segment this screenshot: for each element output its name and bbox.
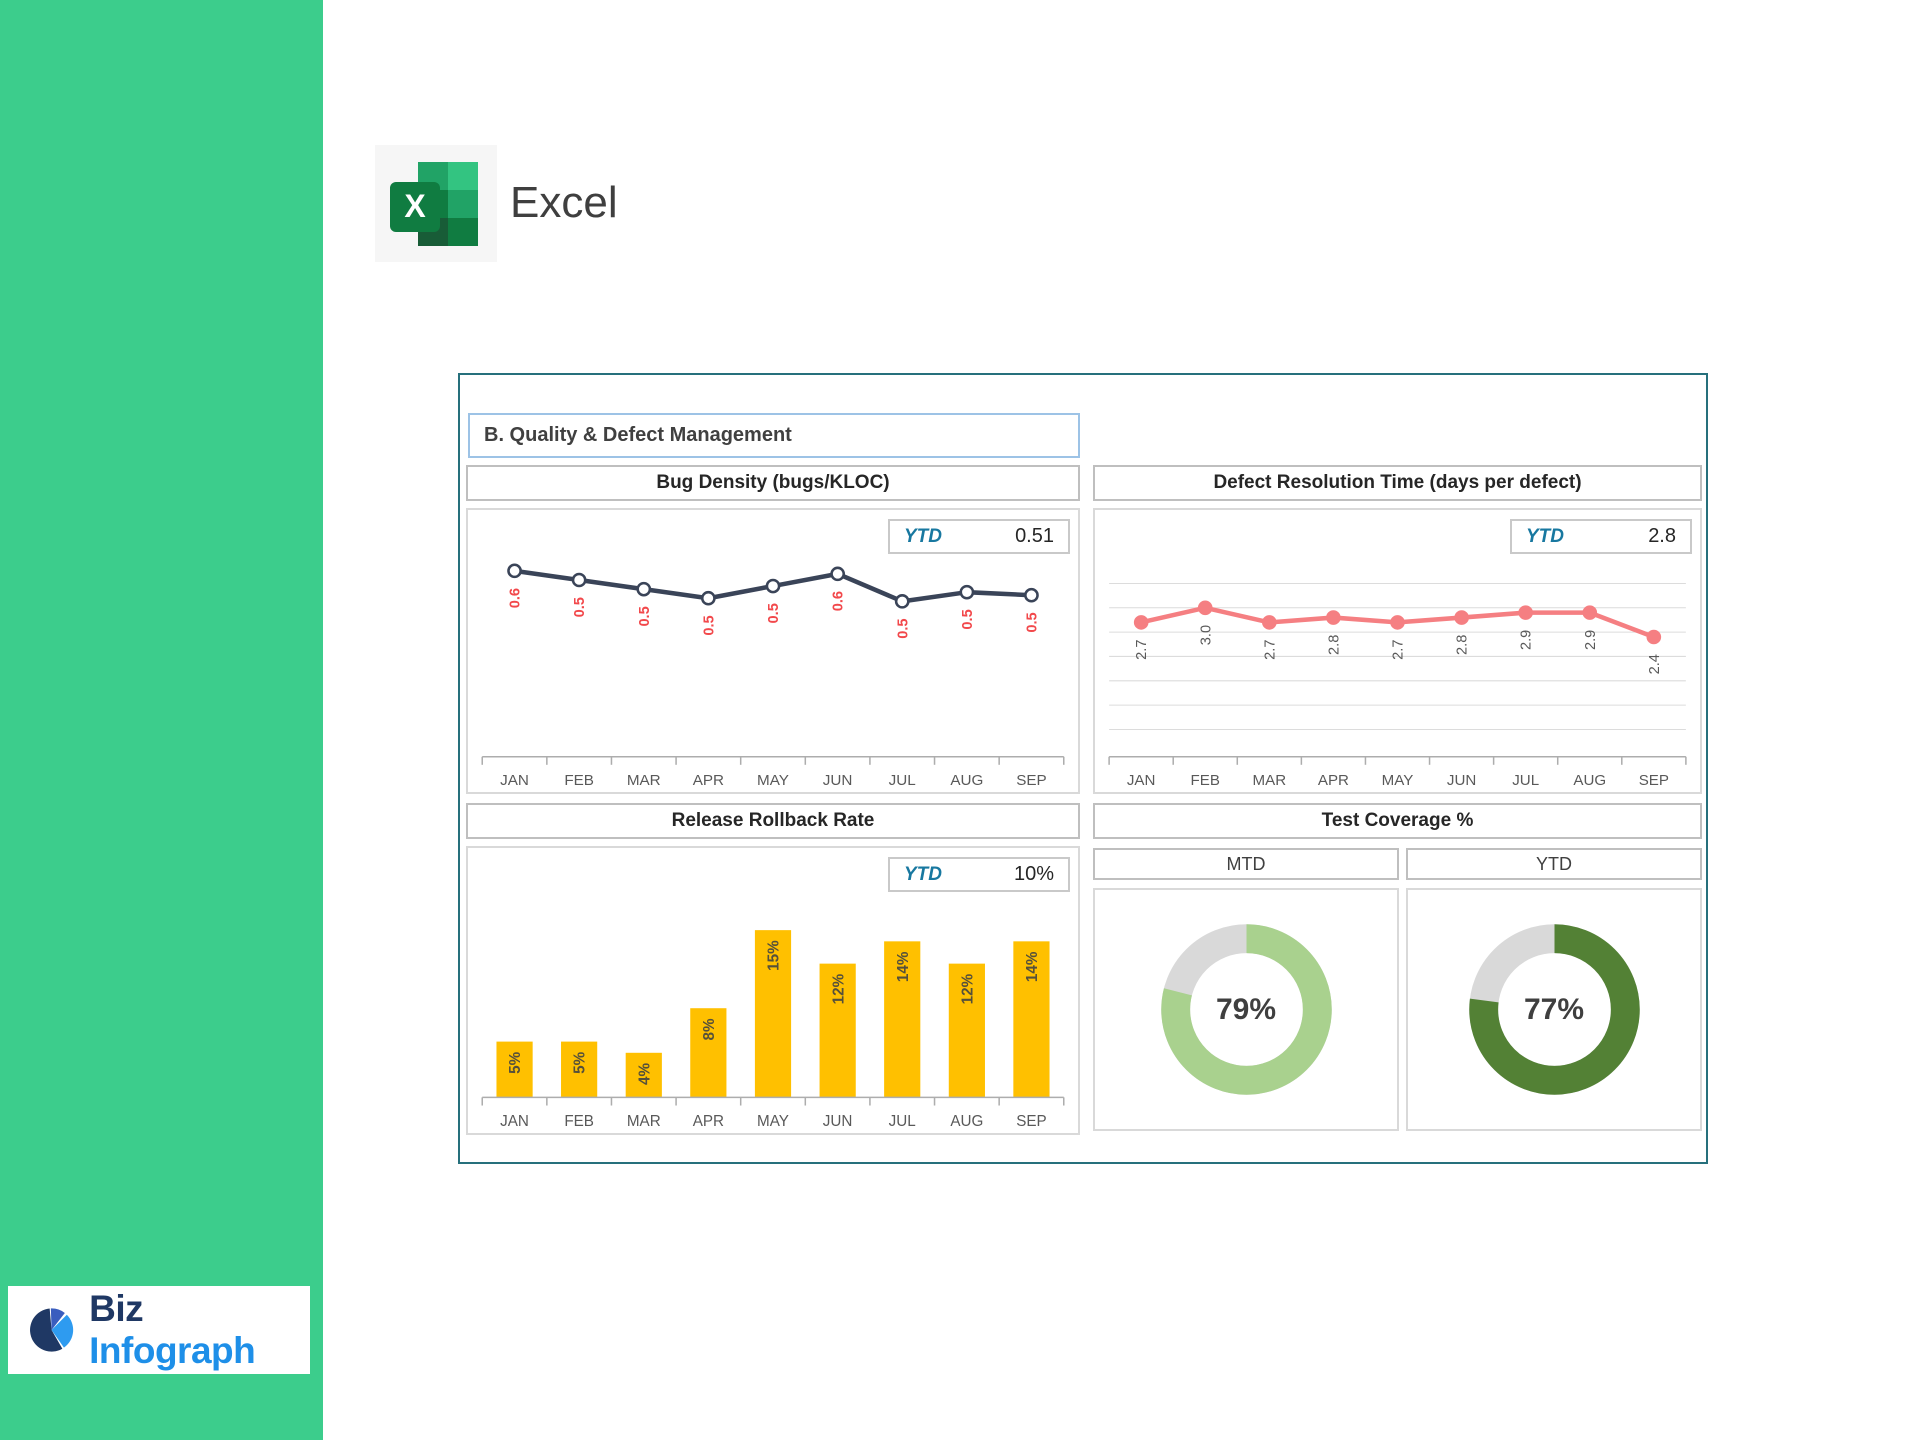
svg-text:APR: APR — [1318, 772, 1349, 789]
chart-header-test-coverage: Test Coverage % — [1093, 803, 1702, 839]
svg-text:FEB: FEB — [564, 772, 594, 789]
svg-text:2.8: 2.8 — [1326, 635, 1342, 655]
svg-text:SEP: SEP — [1016, 772, 1046, 789]
section-title-box: B. Quality & Defect Management — [468, 413, 1080, 458]
section-title: B. Quality & Defect Management — [484, 424, 792, 446]
defect-resolution-ytd-box: YTD 2.8 — [1510, 519, 1692, 554]
svg-text:JAN: JAN — [500, 1113, 529, 1130]
svg-text:12%: 12% — [959, 973, 976, 1004]
svg-text:0.5: 0.5 — [1024, 612, 1040, 632]
svg-text:15%: 15% — [766, 940, 783, 971]
svg-text:APR: APR — [693, 1113, 724, 1130]
excel-sheet-panes — [418, 161, 478, 246]
mtd-donut-chart — [1160, 924, 1332, 1095]
biz-infograph-logo: Biz Infograph — [8, 1286, 310, 1374]
svg-text:JAN: JAN — [500, 772, 529, 789]
svg-text:12%: 12% — [830, 973, 847, 1004]
svg-text:5%: 5% — [572, 1051, 589, 1073]
svg-text:JUL: JUL — [889, 1113, 916, 1130]
svg-text:JUN: JUN — [1447, 772, 1476, 789]
svg-text:2.9: 2.9 — [1583, 630, 1599, 650]
svg-text:MAR: MAR — [627, 772, 661, 789]
svg-text:FEB: FEB — [564, 1113, 594, 1130]
svg-text:0.5: 0.5 — [637, 606, 653, 626]
svg-text:2.9: 2.9 — [1519, 630, 1535, 650]
svg-text:0.5: 0.5 — [960, 609, 976, 629]
brand-text-biz: Biz — [89, 1288, 144, 1329]
chart-header-release-rollback: Release Rollback Rate — [466, 803, 1080, 839]
svg-text:MAY: MAY — [757, 1113, 789, 1130]
brand-wordmark: Biz Infograph — [89, 1288, 310, 1372]
test-coverage-ytd-donut-box: 77% — [1406, 888, 1702, 1131]
ytd-value: 10% — [1013, 863, 1054, 885]
svg-text:AUG: AUG — [1573, 772, 1606, 789]
svg-text:SEP: SEP — [1639, 772, 1669, 789]
svg-text:MAY: MAY — [757, 772, 789, 789]
svg-text:4%: 4% — [636, 1063, 653, 1085]
release-rollback-chart-box: YTD 10% 5% 5% 4% 8% 15% 12% 14% 12% 14% JAN FEB MAR… — [466, 846, 1080, 1135]
ytd-label: YTD — [904, 863, 942, 885]
svg-text:8%: 8% — [701, 1018, 718, 1040]
svg-text:JUL: JUL — [889, 772, 916, 789]
svg-text:2.8: 2.8 — [1455, 635, 1471, 655]
dashboard-panel: B. Quality & Defect Management Bug Densi… — [458, 373, 1708, 1164]
ytd-value: 0.51 — [1015, 525, 1054, 547]
ytd-donut-chart — [1468, 924, 1640, 1095]
svg-text:14%: 14% — [895, 951, 912, 982]
svg-text:0.5: 0.5 — [701, 615, 717, 635]
ytd-label: YTD — [904, 525, 942, 547]
test-coverage-mtd-header: MTD — [1093, 848, 1399, 880]
brand-text-infograph: Infograph — [89, 1330, 256, 1371]
mtd-donut-value: 79% — [1215, 992, 1277, 1026]
chart-header-bug-density: Bug Density (bugs/KLOC) — [466, 465, 1080, 501]
svg-text:MAR: MAR — [627, 1113, 661, 1130]
svg-text:14%: 14% — [1024, 951, 1041, 982]
bug-density-chart-box: YTD 0.51 0.6 0.5 0.5 0.5 0.5 0.6 0.5 0.5 0.5 JAN F… — [466, 508, 1080, 794]
svg-text:3.0: 3.0 — [1198, 625, 1214, 645]
chart-header-defect-resolution: Defect Resolution Time (days per defect) — [1093, 465, 1702, 501]
app-title: Excel — [510, 178, 618, 227]
bug-density-ytd-box: YTD 0.51 — [888, 519, 1070, 554]
excel-logo-tile: X — [375, 145, 497, 262]
svg-text:FEB: FEB — [1191, 772, 1220, 789]
svg-text:0.6: 0.6 — [508, 588, 524, 608]
svg-text:0.6: 0.6 — [831, 591, 847, 611]
excel-icon: X — [390, 160, 482, 248]
release-rollback-ytd-box: YTD 10% — [888, 857, 1070, 892]
test-coverage-ytd-header: YTD — [1406, 848, 1702, 880]
svg-text:JUL: JUL — [1512, 772, 1539, 789]
svg-text:JUN: JUN — [823, 1113, 853, 1130]
test-coverage-mtd-donut-box: 79% — [1093, 888, 1399, 1131]
defect-resolution-chart-box: YTD 2.8 2.7 3.0 2.7 2.8 2.7 2.8 2.9 2.9 2.4 JAN FE… — [1093, 508, 1702, 794]
excel-x-square: X — [390, 181, 440, 232]
svg-text:2.7: 2.7 — [1134, 640, 1150, 660]
ytd-label: YTD — [1526, 525, 1564, 547]
svg-text:MAY: MAY — [1382, 772, 1414, 789]
svg-text:APR: APR — [693, 772, 724, 789]
svg-text:JUN: JUN — [823, 772, 853, 789]
svg-text:0.5: 0.5 — [572, 597, 588, 617]
svg-text:JAN: JAN — [1127, 772, 1156, 789]
svg-text:2.4: 2.4 — [1647, 654, 1663, 674]
svg-text:2.7: 2.7 — [1262, 640, 1278, 660]
svg-text:2.7: 2.7 — [1391, 640, 1407, 660]
bug-density-line-chart: 0.6 0.5 0.5 0.5 0.5 0.6 0.5 0.5 0.5 JAN FEB MAR APR M… — [481, 563, 1065, 789]
defect-resolution-line-chart: 2.7 3.0 2.7 2.8 2.7 2.8 2.9 2.9 2.4 JAN FEB MAR APR M… — [1108, 583, 1687, 789]
svg-text:AUG: AUG — [950, 772, 983, 789]
sidebar-green-band — [0, 0, 323, 1440]
ytd-donut-value: 77% — [1523, 992, 1585, 1026]
svg-text:0.5: 0.5 — [766, 603, 782, 623]
ytd-value: 2.8 — [1648, 525, 1676, 547]
svg-text:5%: 5% — [507, 1051, 524, 1073]
release-rollback-bar-chart: 5% 5% 4% 8% 15% 12% 14% 12% 14% JAN FEB MAR APR MAY JU… — [481, 930, 1065, 1130]
svg-text:AUG: AUG — [950, 1113, 983, 1130]
svg-text:MAR: MAR — [1253, 772, 1287, 789]
pie-chart-icon — [30, 1308, 74, 1352]
svg-text:SEP: SEP — [1016, 1113, 1046, 1130]
svg-text:0.5: 0.5 — [895, 618, 911, 638]
